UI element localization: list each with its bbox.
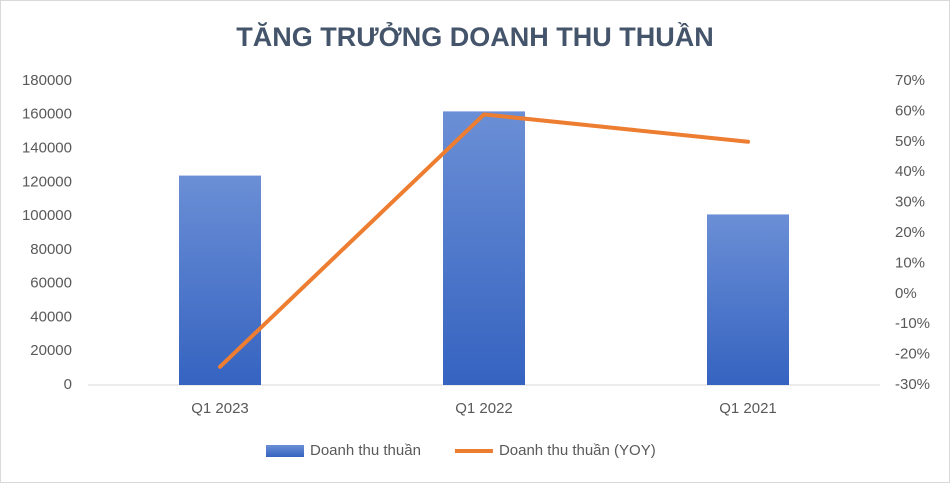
line — [218, 112, 750, 369]
y-tick-label: 20000 — [30, 342, 72, 359]
x-tick-label: Q1 2023 — [191, 400, 249, 417]
bar — [707, 214, 789, 385]
y-tick-label: 80000 — [30, 241, 72, 258]
y-tick-label: 100000 — [22, 207, 72, 224]
bar — [443, 111, 525, 386]
y2-tick-label: 10% — [895, 254, 925, 271]
y-tick-label: 40000 — [30, 308, 72, 325]
y2-tick-label: 40% — [895, 163, 925, 180]
legend-swatch — [266, 445, 304, 457]
y2-tick-label: -30% — [895, 376, 930, 393]
y2-tick-label: 70% — [895, 72, 925, 89]
y-tick-label: 140000 — [22, 140, 72, 157]
x-tick-label: Q1 2022 — [455, 400, 513, 417]
legend-label: Doanh thu thuần (YOY) — [499, 442, 656, 459]
y2-tick-label: 30% — [895, 194, 925, 211]
chart-title: TĂNG TRƯỞNG DOANH THU THUẦN — [236, 20, 713, 52]
legend-label: Doanh thu thuần — [310, 442, 421, 459]
y-tick-label: 160000 — [22, 106, 72, 123]
y2-tick-label: 0% — [895, 285, 917, 302]
y2-tick-label: 20% — [895, 224, 925, 241]
y2-tick-label: 50% — [895, 133, 925, 150]
x-tick-label: Q1 2021 — [719, 400, 777, 417]
y-tick-label: 60000 — [30, 275, 72, 292]
y2-tick-label: -10% — [895, 315, 930, 332]
bar — [179, 175, 261, 385]
y-tick-label: 180000 — [22, 72, 72, 89]
y-tick-label: 120000 — [22, 173, 72, 190]
y2-tick-label: -20% — [895, 346, 930, 363]
y-tick-label: 0 — [64, 376, 72, 393]
y2-tick-label: 60% — [895, 102, 925, 119]
